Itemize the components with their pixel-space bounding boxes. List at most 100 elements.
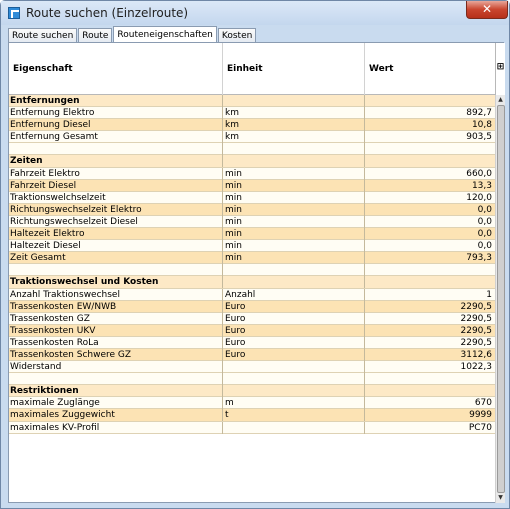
table-row[interactable]: maximale Zuglänge m 670 bbox=[9, 397, 495, 410]
column-header-eigenschaft[interactable]: Eigenschaft bbox=[13, 64, 73, 74]
window-title: Route suchen (Einzelroute) bbox=[26, 6, 189, 20]
value-cell: 0,0 bbox=[364, 203, 495, 216]
property-cell: Trassenkosten GZ bbox=[10, 313, 90, 324]
column-chooser-icon[interactable]: ⊞ bbox=[495, 43, 505, 95]
table-row[interactable]: Fahrzeit Diesel min 13,3 bbox=[9, 179, 495, 192]
value-cell: 0,0 bbox=[364, 215, 495, 228]
section-row[interactable]: Entfernungen bbox=[9, 95, 495, 108]
section-row[interactable]: Restriktionen bbox=[9, 385, 495, 398]
property-cell: Zeit Gesamt bbox=[10, 253, 66, 264]
table-row[interactable]: Zeit Gesamt min 793,3 bbox=[9, 252, 495, 265]
unit-cell: Euro bbox=[222, 312, 364, 325]
scroll-down-arrow-icon[interactable]: ▼ bbox=[498, 494, 503, 501]
table-row[interactable]: maximales KV-Profil PC70 bbox=[9, 421, 495, 434]
table-row[interactable]: Richtungswechselzeit Elektro min 0,0 bbox=[9, 203, 495, 216]
table-row[interactable]: Traktionswelchselzeit min 120,0 bbox=[9, 191, 495, 204]
close-button[interactable]: ✕ bbox=[466, 1, 508, 19]
table-row[interactable]: Trassenkosten Schwere GZ Euro 3112,6 bbox=[9, 348, 495, 362]
unit-cell bbox=[222, 421, 364, 434]
table-header: Eigenschaft Einheit Wert bbox=[9, 43, 495, 95]
table-row[interactable]: Trassenkosten UKV Euro 2290,5 bbox=[9, 324, 495, 337]
property-cell: Entfernung Gesamt bbox=[10, 132, 98, 143]
table-row[interactable]: maximales Zuggewicht t 9999 bbox=[9, 409, 495, 422]
tab-route-suchen[interactable]: Route suchen bbox=[8, 28, 78, 43]
vertical-scrollbar[interactable]: ▲ ▼ bbox=[495, 95, 505, 503]
unit-cell bbox=[222, 155, 364, 168]
table-row[interactable]: Richtungswechselzeit Diesel min 0,0 bbox=[9, 215, 495, 229]
property-cell: Trassenkosten RoLa bbox=[10, 337, 99, 348]
property-cell bbox=[9, 264, 222, 276]
table-row[interactable]: Trassenkosten EW/NWB Euro 2290,5 bbox=[9, 300, 495, 313]
table-row[interactable]: Entfernung Diesel km 10,8 bbox=[9, 119, 495, 132]
unit-cell: m bbox=[222, 397, 364, 410]
table-row[interactable]: Anzahl Traktionswechsel Anzahl 1 bbox=[9, 288, 495, 301]
property-cell: Restriktionen bbox=[10, 386, 79, 397]
section-row[interactable]: Zeiten bbox=[9, 155, 495, 168]
table-row[interactable]: Haltezeit Diesel min 0,0 bbox=[9, 240, 495, 253]
blank-row bbox=[9, 143, 495, 156]
table-body: Entfernungen Entfernung Elektro km 892,7 Ent… bbox=[9, 95, 495, 434]
value-cell: 903,5 bbox=[364, 131, 495, 144]
property-cell bbox=[9, 373, 222, 385]
unit-cell: min bbox=[222, 240, 364, 253]
value-cell: 670 bbox=[364, 397, 495, 410]
title-bar[interactable]: Route suchen (Einzelroute) ✕ bbox=[1, 1, 509, 25]
unit-cell: Euro bbox=[222, 324, 364, 337]
column-header-einheit[interactable]: Einheit bbox=[222, 43, 364, 95]
scroll-up-arrow-icon[interactable]: ▲ bbox=[498, 96, 503, 103]
unit-cell: min bbox=[222, 179, 364, 192]
unit-cell bbox=[222, 385, 364, 398]
property-cell: maximales KV-Profil bbox=[10, 422, 100, 433]
table-row[interactable]: Trassenkosten RoLa Euro 2290,5 bbox=[9, 336, 495, 349]
scroll-thumb[interactable] bbox=[497, 105, 505, 493]
unit-cell: t bbox=[222, 409, 364, 422]
property-cell: Trassenkosten Schwere GZ bbox=[10, 349, 132, 360]
property-cell: Haltezeit Diesel bbox=[10, 241, 81, 252]
table-row[interactable]: Fahrzeit Elektro min 660,0 bbox=[9, 167, 495, 180]
property-cell: Zeiten bbox=[10, 156, 43, 167]
property-cell: Trassenkosten EW/NWB bbox=[10, 301, 117, 312]
value-cell bbox=[364, 143, 495, 156]
unit-cell: min bbox=[222, 228, 364, 241]
property-cell: Trassenkosten UKV bbox=[10, 325, 96, 336]
property-cell: Fahrzeit Elektro bbox=[10, 168, 80, 179]
tab-kosten[interactable]: Kosten bbox=[217, 28, 257, 43]
property-cell: Richtungswechselzeit Elektro bbox=[10, 204, 142, 215]
table-row[interactable]: Entfernung Elektro km 892,7 bbox=[9, 107, 495, 120]
unit-cell: km bbox=[222, 131, 364, 144]
property-cell: Fahrzeit Diesel bbox=[10, 180, 77, 191]
unit-cell: km bbox=[222, 119, 364, 132]
unit-cell: min bbox=[222, 215, 364, 228]
column-header-wert[interactable]: Wert bbox=[364, 43, 495, 95]
blank-row bbox=[9, 264, 495, 277]
value-cell: 2290,5 bbox=[364, 300, 495, 313]
unit-cell: min bbox=[222, 252, 364, 265]
blank-row bbox=[9, 373, 495, 386]
value-cell: 9999 bbox=[364, 409, 495, 422]
table-row[interactable]: Entfernung Gesamt km 903,5 bbox=[9, 131, 495, 144]
app-icon bbox=[8, 7, 20, 19]
unit-cell: Euro bbox=[222, 348, 364, 361]
section-row[interactable]: Traktionswechsel und Kosten bbox=[9, 276, 495, 289]
value-cell: 0,0 bbox=[364, 240, 495, 253]
value-cell: 892,7 bbox=[364, 107, 495, 120]
property-cell: Entfernungen bbox=[10, 96, 80, 106]
tab-routeneigenschaften[interactable]: Routeneigenschaften bbox=[113, 26, 217, 43]
value-cell: 0,0 bbox=[364, 228, 495, 241]
value-cell: 2290,5 bbox=[364, 336, 495, 349]
value-cell: 1022,3 bbox=[364, 361, 495, 374]
table-row[interactable]: Trassenkosten GZ Euro 2290,5 bbox=[9, 312, 495, 325]
unit-cell: Anzahl bbox=[222, 288, 364, 301]
value-cell bbox=[364, 276, 495, 289]
property-cell: Anzahl Traktionswechsel bbox=[10, 289, 120, 300]
value-cell: 2290,5 bbox=[364, 312, 495, 325]
table-row[interactable]: Widerstand 1022,3 bbox=[9, 361, 495, 374]
property-cell: maximale Zuglänge bbox=[10, 398, 100, 409]
value-cell bbox=[364, 264, 495, 277]
table-row[interactable]: Haltezeit Elektro min 0,0 bbox=[9, 228, 495, 241]
tab-route[interactable]: Route bbox=[78, 28, 113, 43]
unit-cell: Euro bbox=[222, 336, 364, 349]
property-cell: Widerstand bbox=[10, 362, 62, 373]
value-cell: 10,8 bbox=[364, 119, 495, 132]
